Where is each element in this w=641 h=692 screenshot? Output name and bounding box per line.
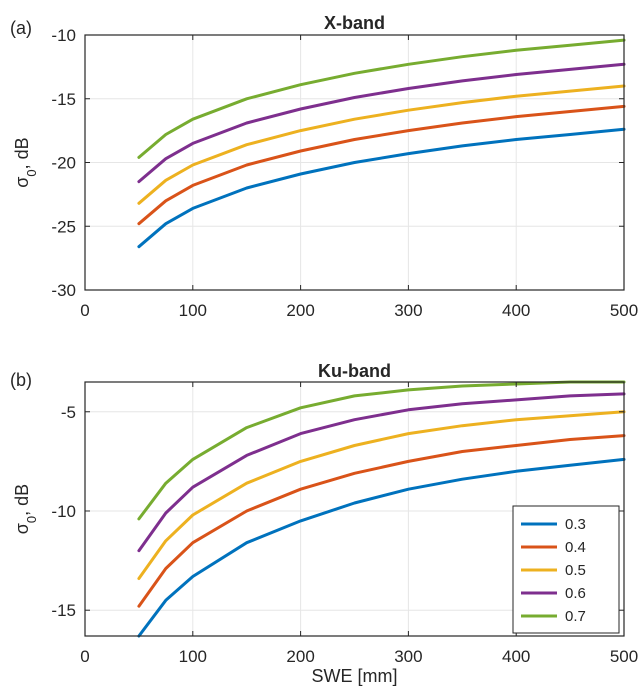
x-tick-label: 400 xyxy=(502,301,530,320)
y-tick-label: -15 xyxy=(51,601,76,620)
series-line-0.6 xyxy=(137,392,626,553)
legend-label-0.5: 0.5 xyxy=(565,562,586,579)
panel-tag: (b) xyxy=(10,370,32,390)
axes-box xyxy=(84,381,625,637)
legend-label-0.6: 0.6 xyxy=(565,585,586,602)
series-line-0.4 xyxy=(137,104,626,226)
chart-panel-1: 0 100 200 300 400 500 -30 -25 -20 -15 -10 X-band (a)… xyxy=(10,13,638,320)
chart-panel-2: 0 100 200 300 400 500 -15 -10 -5 Ku-band (b) σ0, dB… xyxy=(10,361,638,686)
x-tick-label: 500 xyxy=(610,301,638,320)
y-tick-label: -15 xyxy=(51,90,76,109)
legend-label-0.4: 0.4 xyxy=(565,539,586,556)
x-tick-label: 200 xyxy=(286,647,314,666)
legend-label-0.3: 0.3 xyxy=(565,516,586,533)
series-line-0.3 xyxy=(137,127,626,249)
series-line-0.6 xyxy=(137,62,626,184)
y-axis-label: σ0, dB xyxy=(12,137,39,187)
x-tick-label: 100 xyxy=(179,647,207,666)
y-tick-label: -10 xyxy=(51,26,76,45)
series-line-0.4 xyxy=(137,434,626,608)
chart-title: X-band xyxy=(324,13,385,33)
x-tick-label: 500 xyxy=(610,647,638,666)
y-tick-label: -5 xyxy=(61,403,76,422)
panel-tag: (a) xyxy=(10,18,32,38)
chart-title: Ku-band xyxy=(318,361,391,381)
y-tick-label: -30 xyxy=(51,281,76,300)
x-tick-label: 0 xyxy=(80,301,89,320)
series-line-0.7 xyxy=(137,380,626,521)
x-tick-label: 200 xyxy=(286,301,314,320)
x-tick-label: 100 xyxy=(179,301,207,320)
x-tick-label: 0 xyxy=(80,647,89,666)
series-line-0.7 xyxy=(137,38,626,159)
legend: 0.3 0.4 0.5 0.6 0.7 xyxy=(512,505,620,634)
y-tick-label: -10 xyxy=(51,502,76,521)
y-tick-label: -25 xyxy=(51,217,76,236)
x-tick-label: 300 xyxy=(394,647,422,666)
legend-label-0.7: 0.7 xyxy=(565,608,586,625)
series-line-0.5 xyxy=(137,410,626,580)
y-axis-label: σ0, dB xyxy=(12,484,39,534)
x-tick-label: 300 xyxy=(394,301,422,320)
x-tick-label: 400 xyxy=(502,647,530,666)
series-line-0.3 xyxy=(137,457,626,638)
y-tick-label: -20 xyxy=(51,154,76,173)
x-axis-label: SWE [mm] xyxy=(312,666,398,686)
series-line-0.5 xyxy=(137,84,626,205)
